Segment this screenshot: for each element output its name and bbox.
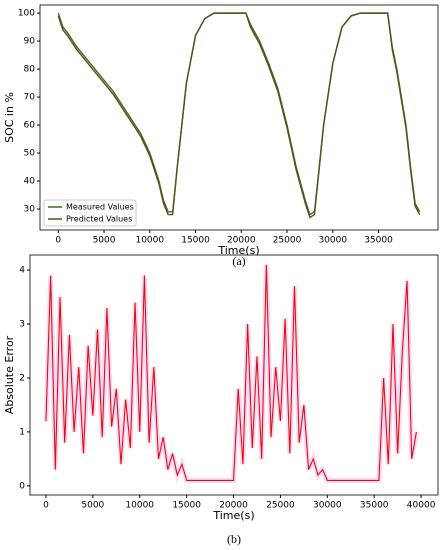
legend-label: Measured Values [66,203,134,212]
x-tick-label: 0 [55,236,61,246]
y-tick-label: 0 [19,481,25,491]
x-tick-label: 20000 [219,501,248,511]
x-tick-label: 0 [43,501,49,511]
legend-box [43,199,137,227]
y-tick-label: 4 [19,266,25,276]
panel-label: (a) [232,254,245,268]
y-tick-label: 3 [19,320,25,330]
y-tick-label: 1 [19,427,25,437]
y-tick-label: 40 [24,177,36,187]
legend-label: Predicted Values [66,215,132,224]
x-tick-label: 10000 [125,501,154,511]
error-glow [43,264,419,484]
x-tick-label: 5000 [81,501,104,511]
panel-label: (b) [227,532,241,546]
x-tick-label: 40000 [407,501,436,511]
y-tick-label: 80 [24,65,36,75]
x-tick-label: 25000 [266,501,295,511]
series-line [57,12,421,219]
x-tick-label: 30000 [318,236,347,246]
x-tick-label: 25000 [273,236,302,246]
y-axis-label: Absolute Error [3,335,16,414]
x-tick-label: 30000 [313,501,342,511]
x-tick-label: 15000 [181,236,210,246]
x-tick-label: 10000 [135,236,164,246]
x-tick-label: 5000 [93,236,116,246]
y-tick-label: 30 [24,205,36,215]
y-tick-label: 60 [24,121,36,131]
x-axis-label: Time(s) [217,244,259,257]
y-tick-label: 70 [24,93,36,103]
y-tick-label: 90 [24,37,36,47]
series-line [45,264,417,481]
x-tick-label: 20000 [227,236,256,246]
y-axis-label: SOC in % [3,92,16,143]
plot-frame [39,4,439,231]
x-tick-label: 35000 [360,501,389,511]
y-tick-label: 2 [19,373,25,383]
series-line [57,12,421,216]
x-tick-label: 35000 [364,236,393,246]
y-tick-label: 50 [24,149,36,159]
x-axis-label: Time(s) [212,509,254,522]
x-tick-label: 15000 [172,501,201,511]
y-tick-label: 100 [18,9,35,19]
